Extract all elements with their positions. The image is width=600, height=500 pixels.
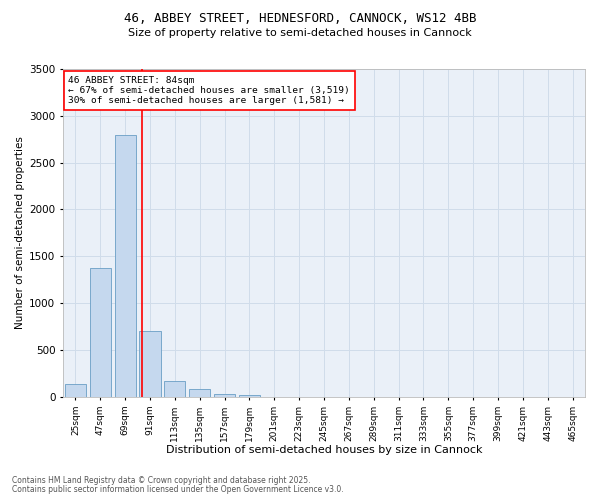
Bar: [239, 395, 260, 397]
Y-axis label: Number of semi-detached properties: Number of semi-detached properties: [15, 136, 25, 330]
Bar: [90, 268, 111, 397]
Text: Contains public sector information licensed under the Open Government Licence v3: Contains public sector information licen…: [12, 485, 344, 494]
Text: Contains HM Land Registry data © Crown copyright and database right 2025.: Contains HM Land Registry data © Crown c…: [12, 476, 311, 485]
Bar: [65, 384, 86, 397]
Text: 46, ABBEY STREET, HEDNESFORD, CANNOCK, WS12 4BB: 46, ABBEY STREET, HEDNESFORD, CANNOCK, W…: [124, 12, 476, 26]
Bar: [189, 389, 211, 397]
Text: 46 ABBEY STREET: 84sqm
← 67% of semi-detached houses are smaller (3,519)
30% of : 46 ABBEY STREET: 84sqm ← 67% of semi-det…: [68, 76, 350, 106]
Bar: [164, 382, 185, 397]
Bar: [214, 394, 235, 397]
Bar: [139, 332, 161, 397]
X-axis label: Distribution of semi-detached houses by size in Cannock: Distribution of semi-detached houses by …: [166, 445, 482, 455]
Bar: [115, 134, 136, 397]
Text: Size of property relative to semi-detached houses in Cannock: Size of property relative to semi-detach…: [128, 28, 472, 38]
